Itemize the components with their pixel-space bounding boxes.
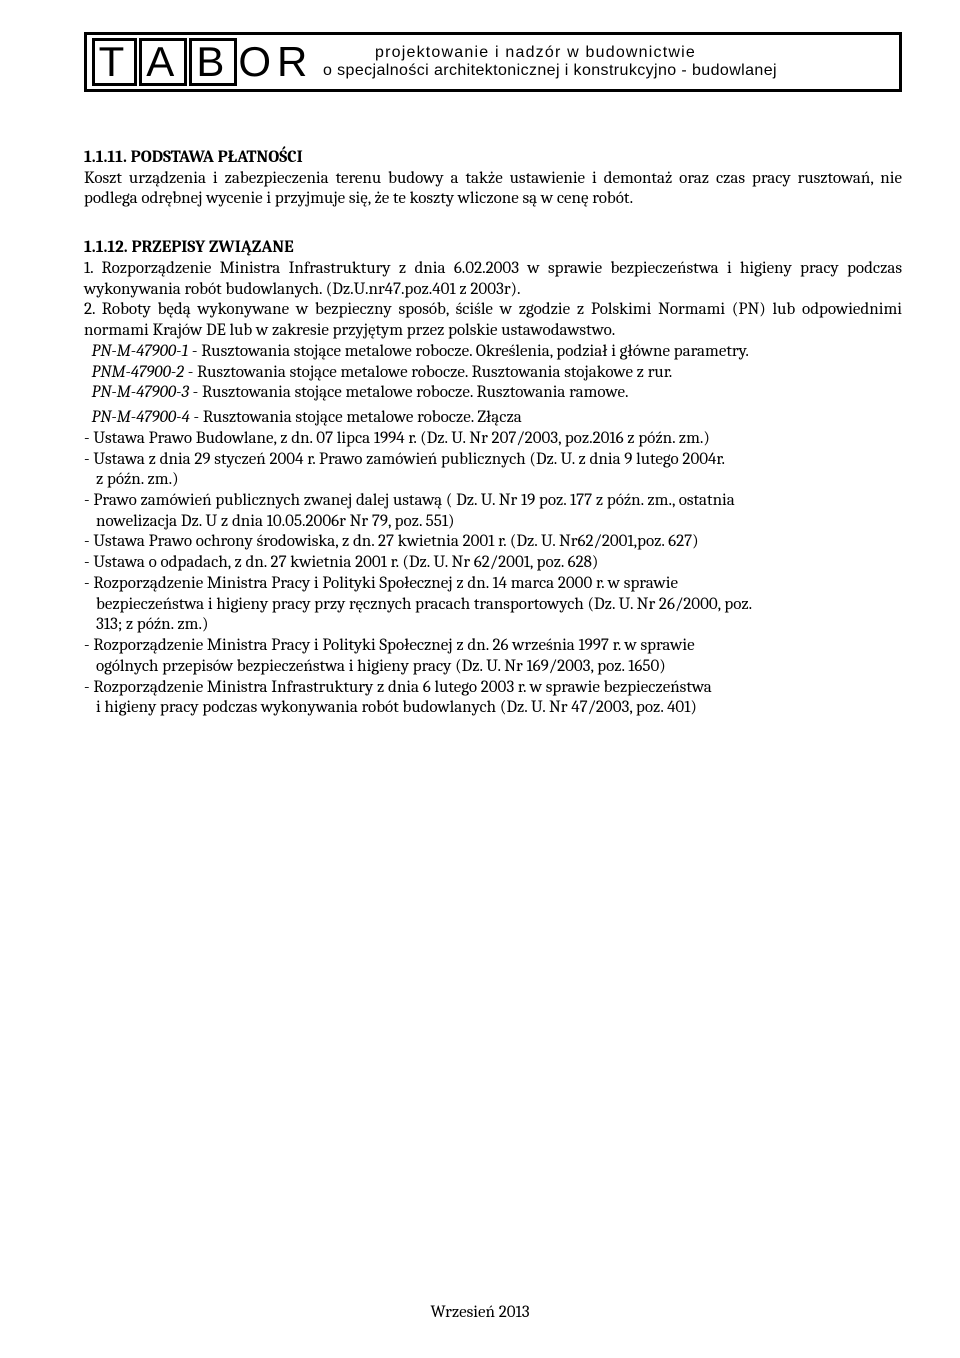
norm-code: PN-M-47900-4	[91, 408, 189, 427]
norm-desc: - Rusztowania stojące metalowe robocze. …	[190, 408, 522, 427]
norm-code: PNM-47900-2	[91, 363, 183, 382]
norm-line: PN-M-47900-3 - Rusztowania stojące metal…	[84, 383, 902, 404]
norm-desc: - Rusztowania stojące metalowe robocze. …	[189, 383, 629, 402]
logo: TABOR	[87, 35, 317, 89]
page: TABOR projektowanie i nadzór w budownict…	[0, 0, 960, 759]
list-item-continuation: i higieny pracy podczas wykonywania robó…	[84, 698, 902, 719]
paragraph: 1. Rozporządzenie Ministra Infrastruktur…	[84, 259, 902, 300]
norm-line: PN-M-47900-4 - Rusztowania stojące metal…	[84, 408, 902, 429]
letterhead-line1: projektowanie i nadzór w budownictwie	[323, 44, 899, 62]
section-title: 1.1.11. PODSTAWA PŁATNOŚCI	[84, 148, 902, 169]
document-body: 1.1.11. PODSTAWA PŁATNOŚCI Koszt urządze…	[84, 120, 902, 719]
paragraph: 2. Roboty będą wykonywane w bezpieczny s…	[84, 300, 902, 341]
norm-line: PNM-47900-2 - Rusztowania stojące metalo…	[84, 363, 902, 384]
paragraph: Koszt urządzenia i zabezpieczenia terenu…	[84, 169, 902, 210]
logo-letter: O	[238, 38, 277, 86]
list-item: - Rozporządzenie Ministra Infrastruktury…	[84, 678, 902, 699]
list-item: - Ustawa z dnia 29 styczeń 2004 r. Prawo…	[84, 450, 902, 471]
list-item-continuation: nowelizacja Dz. U z dnia 10.05.2006r Nr …	[84, 512, 902, 533]
letterhead-line2: o specjalności architektonicznej i konst…	[323, 62, 899, 80]
letterhead-text: projektowanie i nadzór w budownictwie o …	[317, 35, 899, 89]
list-item: - Prawo zamówień publicznych zwanej dale…	[84, 491, 902, 512]
norm-code: PN-M-47900-3	[91, 383, 188, 402]
norm-line: PN-M-47900-1 - Rusztowania stojące metal…	[84, 342, 902, 363]
norm-desc: - Rusztowania stojące metalowe robocze. …	[184, 363, 672, 382]
letterhead: TABOR projektowanie i nadzór w budownict…	[84, 32, 902, 92]
page-footer: Wrzesień 2013	[0, 1303, 960, 1322]
norm-code: PN-M-47900-1	[91, 342, 188, 361]
list-item-continuation: 313; z późn. zm.)	[84, 615, 902, 636]
list-item: - Ustawa Prawo Budowlane, z dn. 07 lipca…	[84, 429, 902, 450]
section-title: 1.1.12. PRZEPISY ZWIĄZANE	[84, 238, 902, 259]
list-item-continuation: z późn. zm.)	[84, 470, 902, 491]
logo-letter: A	[139, 38, 187, 86]
list-item: - Rozporządzenie Ministra Pracy i Polity…	[84, 574, 902, 595]
norm-desc: - Rusztowania stojące metalowe robocze. …	[188, 342, 749, 361]
list-item: - Ustawa o odpadach, z dn. 27 kwietnia 2…	[84, 553, 902, 574]
list-item-continuation: ogólnych przepisów bezpieczeństwa i higi…	[84, 657, 902, 678]
list-item-continuation: bezpieczeństwa i higieny pracy przy ręcz…	[84, 595, 902, 616]
logo-letter: B	[189, 38, 237, 86]
logo-letter: R	[277, 38, 313, 86]
logo-text: TABOR	[91, 38, 314, 86]
logo-letter: T	[92, 38, 138, 86]
list-item: - Ustawa Prawo ochrony środowiska, z dn.…	[84, 532, 902, 553]
list-item: - Rozporządzenie Ministra Pracy i Polity…	[84, 636, 902, 657]
